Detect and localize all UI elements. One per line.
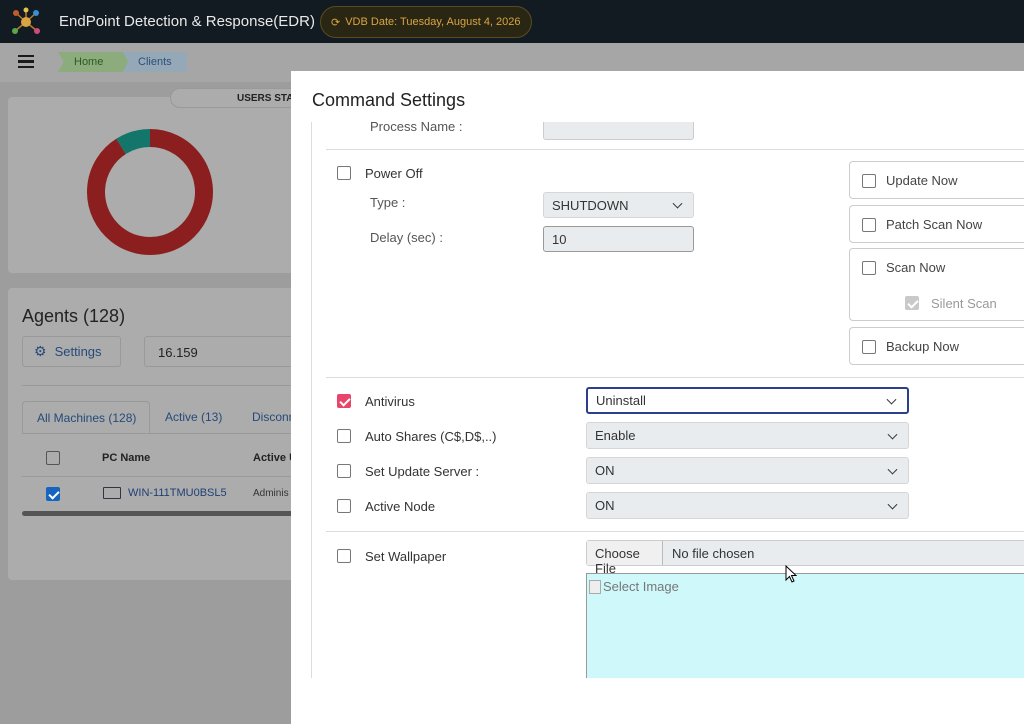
file-status: No file chosen xyxy=(672,546,755,561)
sub-bar: Home Clients xyxy=(0,43,1024,82)
action-label: Backup Now xyxy=(886,339,959,354)
option-checkbox[interactable] xyxy=(337,394,351,408)
option-checkbox[interactable] xyxy=(337,429,351,443)
select-all-checkbox[interactable] xyxy=(46,451,60,465)
field-label: Type : xyxy=(370,195,406,210)
donut-segment xyxy=(87,129,213,255)
image-alt: Select Image xyxy=(603,579,679,594)
process-name-input[interactable] xyxy=(543,122,694,140)
top-bar: EndPoint Detection & Response(EDR) ⟳ VDB … xyxy=(0,0,1024,43)
option-select[interactable]: ON xyxy=(586,492,909,519)
option-label: Active Node xyxy=(365,499,436,514)
chevron xyxy=(887,429,898,440)
modal: Command Settings Process Name : Power Of… xyxy=(291,71,1024,724)
select-value: Uninstall xyxy=(596,393,646,408)
image-preview: Select Image xyxy=(586,573,1024,678)
agents-title: Agents (128) xyxy=(22,306,126,326)
delay-input[interactable]: 10 xyxy=(543,226,694,252)
silent-scan-label: Silent Scan xyxy=(931,296,997,311)
vdb-date: VDB Date: Tuesday, August 4, 2026 xyxy=(345,16,521,28)
input-value: 10 xyxy=(552,231,567,247)
chevron xyxy=(887,464,898,475)
tab-active[interactable]: Active (13) xyxy=(165,410,223,424)
column-header: Active U xyxy=(253,452,298,464)
breadcrumb-clients[interactable]: Clients xyxy=(123,52,187,72)
logo xyxy=(12,7,40,34)
action-checkbox[interactable] xyxy=(862,218,876,232)
donut-segment xyxy=(116,129,151,155)
column-header: PC Name xyxy=(102,452,151,464)
action-label: Patch Scan Now xyxy=(886,217,983,232)
option-checkbox[interactable] xyxy=(337,464,351,478)
breadcrumb-home[interactable]: Home xyxy=(58,52,130,72)
settings-label: Settings xyxy=(54,344,102,359)
row-checkbox[interactable] xyxy=(46,487,60,501)
pc-name[interactable]: WIN-111TMU0BSL5 xyxy=(128,487,227,499)
silent-scan-checkbox[interactable] xyxy=(905,296,919,310)
chevron xyxy=(887,499,898,510)
option-select[interactable]: ON xyxy=(586,457,909,484)
option-label: Auto Shares (C$,D$,..) xyxy=(365,429,497,444)
choose-file-button[interactable]: Choose File xyxy=(587,541,663,576)
field-label: Delay (sec) : xyxy=(370,230,443,245)
menu-button[interactable] xyxy=(18,55,34,68)
action-box: Scan Now Silent Scan xyxy=(849,248,1024,321)
donut-chart xyxy=(87,129,213,255)
stats-title: USERS STA xyxy=(170,88,310,108)
active-user: Adminis xyxy=(253,488,289,499)
action-checkbox[interactable] xyxy=(862,174,876,188)
option-label: Power Off xyxy=(365,166,423,181)
file-input[interactable]: Choose File No file chosen xyxy=(586,540,1024,576)
mouse-cursor xyxy=(785,565,798,583)
agents-card: Agents (128) ⚙ Settings 16.159 All Machin… xyxy=(8,288,314,580)
option-select[interactable]: Enable xyxy=(586,422,909,449)
type-select[interactable]: SHUTDOWN xyxy=(543,192,694,218)
option-label: Antivirus xyxy=(365,394,415,409)
action-box: Update Now xyxy=(849,161,1024,199)
chevron xyxy=(886,394,897,405)
action-checkbox[interactable] xyxy=(862,340,876,354)
select-value: SHUTDOWN xyxy=(552,197,629,213)
option-checkbox[interactable] xyxy=(337,499,351,513)
power-off-checkbox[interactable] xyxy=(337,166,351,180)
action-checkbox[interactable] xyxy=(862,261,876,275)
settings-button[interactable]: ⚙ Settings xyxy=(22,336,121,367)
tab-all[interactable]: All Machines (128) xyxy=(22,401,150,434)
scrollbar xyxy=(22,511,312,516)
action-box: Patch Scan Now xyxy=(849,205,1024,243)
pc-icon xyxy=(103,487,121,499)
option-label: Set Wallpaper xyxy=(365,549,447,564)
option-label: Set Update Server : xyxy=(365,464,480,479)
action-label: Scan Now xyxy=(886,260,946,275)
tab-disconnected[interactable]: Disconn xyxy=(252,410,296,424)
wallpaper-checkbox[interactable] xyxy=(337,549,351,563)
search-input[interactable]: 16.159 xyxy=(144,336,314,367)
select-value: ON xyxy=(595,498,615,513)
option-select[interactable]: Uninstall xyxy=(586,387,909,414)
action-box: Backup Now xyxy=(849,327,1024,365)
select-value: Enable xyxy=(595,428,636,443)
action-label: Update Now xyxy=(886,173,958,188)
field-label: Process Name : xyxy=(370,122,463,134)
vdb-badge: ⟳ VDB Date: Tuesday, August 4, 2026 xyxy=(320,6,532,38)
modal-title: Command Settings xyxy=(312,90,466,110)
app-title: EndPoint Detection & Response(EDR) xyxy=(59,13,315,30)
broken-image: Select Image xyxy=(589,579,679,594)
select-value: ON xyxy=(595,463,615,478)
modal-body: Process Name : Power Off Type : SHUTDOWN… xyxy=(311,122,1024,678)
